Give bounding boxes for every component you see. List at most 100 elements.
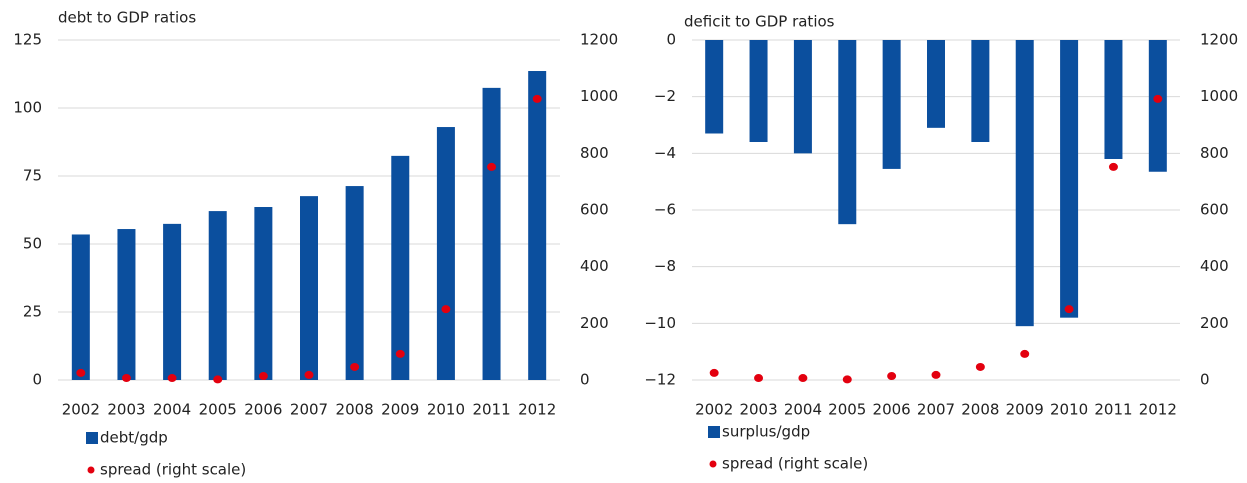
y-tick-label: 75: [23, 167, 42, 185]
chart-title: deficit to GDP ratios: [684, 13, 835, 31]
bar: [163, 223, 182, 380]
spread-dot: [76, 368, 86, 377]
legend-label: spread (right scale): [100, 461, 246, 479]
spread-dot: [975, 362, 985, 371]
spread-dot: [121, 374, 131, 383]
bar: [749, 40, 768, 142]
bar: [345, 186, 364, 380]
spread-dot: [931, 370, 941, 379]
legend-dot: [87, 466, 95, 474]
x-tick-label: 2006: [873, 401, 911, 419]
bar: [927, 40, 945, 128]
x-tick-label: 2008: [336, 401, 374, 419]
spread-dot: [441, 305, 451, 314]
chart-title: debt to GDP ratios: [58, 9, 196, 27]
bar: [1104, 40, 1123, 159]
x-tick-label: 2002: [62, 401, 100, 419]
spread-dot: [1108, 162, 1118, 171]
bar: [971, 40, 990, 142]
spread-dot: [1020, 349, 1030, 358]
spread-dot: [842, 375, 852, 384]
y2-tick-label: 1200: [1200, 31, 1238, 49]
x-tick-label: 2009: [381, 401, 419, 419]
y2-tick-label: 0: [1200, 371, 1210, 389]
x-tick-label: 2007: [290, 401, 328, 419]
y2-tick-label: 0: [580, 371, 590, 389]
x-tick-label: 2012: [1139, 401, 1177, 419]
x-tick-label: 2005: [828, 401, 866, 419]
x-tick-label: 2002: [695, 401, 733, 419]
y-tick-label: −12: [644, 371, 676, 389]
y-tick-label: 100: [13, 99, 42, 117]
x-tick-label: 2012: [518, 401, 556, 419]
y-tick-label: 125: [13, 31, 42, 49]
spread-dot: [395, 349, 405, 358]
legend-swatch: [708, 426, 720, 438]
bar: [254, 207, 273, 380]
spread-dot: [350, 362, 360, 371]
x-tick-label: 2006: [244, 401, 282, 419]
y2-tick-label: 1000: [1200, 87, 1238, 105]
y-tick-label: −2: [654, 87, 676, 105]
y2-tick-label: 600: [580, 201, 609, 219]
y2-tick-label: 800: [1200, 144, 1229, 162]
x-tick-label: 2010: [427, 401, 465, 419]
spread-dot: [709, 368, 719, 377]
spread-dot: [487, 162, 497, 171]
bar: [882, 40, 901, 169]
y2-tick-label: 800: [580, 144, 609, 162]
y2-tick-label: 600: [1200, 201, 1229, 219]
spread-dot: [213, 375, 223, 384]
bar: [117, 229, 136, 380]
legend-label: surplus/gdp: [722, 423, 810, 441]
y-tick-label: 0: [666, 31, 676, 49]
y2-tick-label: 1200: [580, 31, 618, 49]
y-tick-label: −10: [644, 314, 676, 332]
y-tick-label: −6: [654, 201, 676, 219]
spread-dot: [798, 374, 808, 383]
bar: [1060, 40, 1079, 318]
spread-dot: [167, 374, 177, 383]
x-tick-label: 2010: [1050, 401, 1088, 419]
bar: [71, 234, 90, 380]
y2-tick-label: 400: [580, 257, 609, 275]
x-tick-label: 2008: [961, 401, 999, 419]
spread-dot: [1064, 305, 1074, 314]
y-tick-label: −8: [654, 257, 676, 275]
bar: [793, 40, 812, 154]
x-tick-label: 2005: [199, 401, 237, 419]
spread-dot: [304, 370, 314, 379]
x-tick-label: 2007: [917, 401, 955, 419]
legend-label: debt/gdp: [100, 429, 168, 447]
legend-swatch: [86, 432, 98, 444]
y2-tick-label: 1000: [580, 87, 618, 105]
legend-label: spread (right scale): [722, 455, 868, 473]
y-tick-label: 50: [23, 235, 42, 253]
bar: [208, 211, 227, 380]
spread-dot: [754, 374, 764, 383]
spread-dot: [258, 372, 268, 381]
x-tick-label: 2011: [1094, 401, 1132, 419]
x-tick-label: 2011: [472, 401, 510, 419]
legend-dot: [709, 460, 717, 468]
y2-tick-label: 400: [1200, 257, 1229, 275]
spread-dot: [887, 372, 897, 381]
spread-dot: [532, 94, 542, 103]
x-tick-label: 2009: [1006, 401, 1044, 419]
x-tick-label: 2004: [784, 401, 822, 419]
bar: [1148, 40, 1167, 172]
x-tick-label: 2003: [739, 401, 777, 419]
bar: [528, 71, 547, 381]
bar: [1015, 40, 1034, 327]
y2-tick-label: 200: [580, 314, 609, 332]
y2-tick-label: 200: [1200, 314, 1229, 332]
x-tick-label: 2003: [107, 401, 145, 419]
spread-dot: [1153, 94, 1163, 103]
bar: [391, 155, 410, 380]
y-tick-label: 25: [23, 303, 42, 321]
bar: [705, 40, 724, 134]
bar: [838, 40, 857, 225]
bar: [482, 87, 501, 380]
bar: [436, 127, 455, 380]
